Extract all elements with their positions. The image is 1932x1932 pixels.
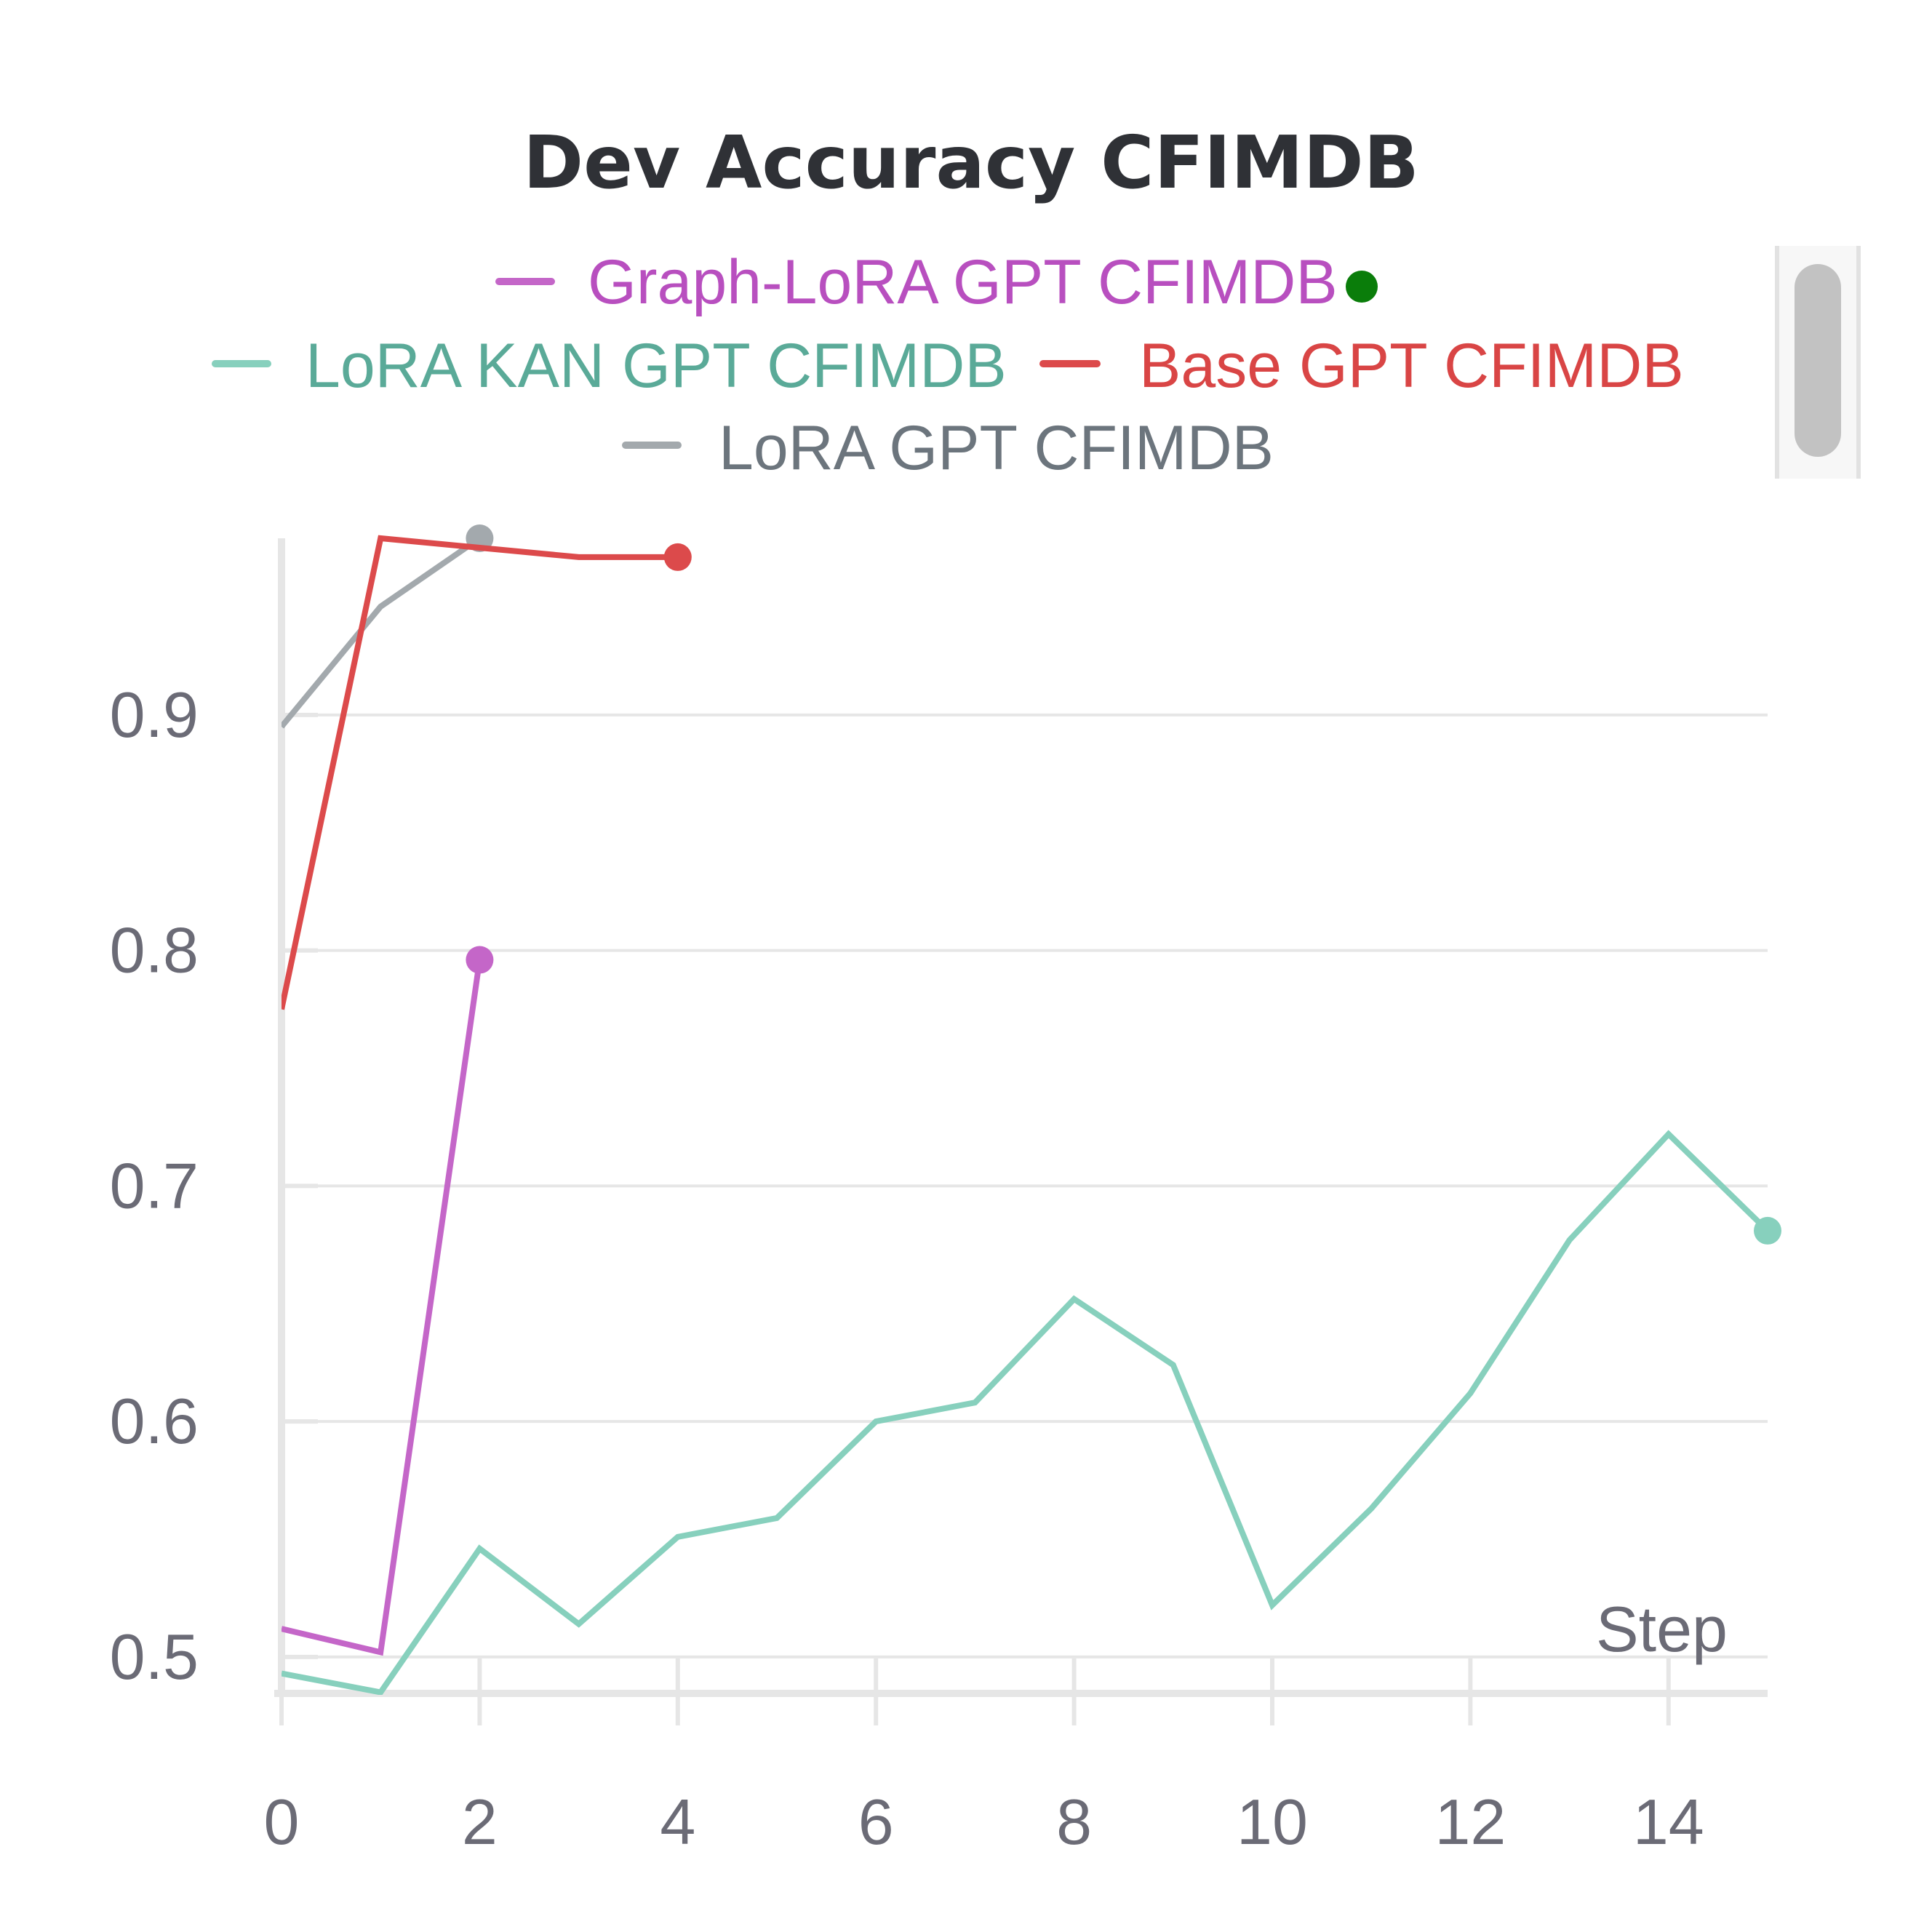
x-tick-label-14: 14 [1633,1786,1704,1858]
x-tick-label-0: 0 [264,1786,300,1858]
x-tick-label-2: 2 [462,1786,498,1858]
data-point-graph-lora-gpt-cfimdb-2[interactable] [466,946,494,974]
x-tick-label-4: 4 [660,1786,695,1858]
legend: Graph-LoRA GPT CFIMDB LoRA KAN GPT CFIMD… [212,247,1684,483]
y-tick-label-0-9: 0.9 [110,679,199,751]
series-line-graph-lora-gpt-cfimdb[interactable] [282,959,483,1656]
axes [274,538,1768,1725]
chart-title: Dev Accuracy CFIMDB [523,120,1419,205]
x-tick-label-10: 10 [1237,1786,1308,1858]
legend-label-lora-kan[interactable]: LoRA KAN GPT CFIMDB [306,331,1007,401]
series-lora-kan-gpt-cfimdb [282,1130,1781,1695]
series-line-lora-gpt-cfimdb[interactable] [282,535,482,729]
data-point-base-gpt-cfimdb-4[interactable] [663,543,692,571]
legend-status-dot [1346,271,1378,303]
y-tick-label-0-5: 0.5 [110,1621,199,1693]
x-tick-label-6: 6 [858,1786,894,1858]
series-line-lora-kan-gpt-cfimdb[interactable] [282,1130,1770,1695]
x-tick-label-12: 12 [1434,1786,1506,1858]
series-layer [282,524,1781,1695]
legend-scrollbar[interactable] [1775,246,1861,479]
series-line-base-gpt-cfimdb[interactable] [282,535,678,1010]
legend-label-base[interactable]: Base GPT CFIMDB [1139,331,1684,401]
x-axis-title: Step [1596,1593,1728,1665]
series-base-gpt-cfimdb [282,535,692,1010]
legend-scrollbar-thumb[interactable] [1795,264,1841,457]
x-tick-label-8: 8 [1056,1786,1092,1858]
data-point-lora-kan-gpt-cfimdb-15[interactable] [1754,1216,1781,1245]
y-tick-label-0-8: 0.8 [110,914,199,986]
series-graph-lora-gpt-cfimdb [282,946,494,1656]
legend-label-graph-lora[interactable]: Graph-LoRA GPT CFIMDB [588,247,1338,317]
grid [282,713,1768,1658]
y-tick-label-0-7: 0.7 [110,1149,199,1221]
legend-label-lora[interactable]: LoRA GPT CFIMDB [719,413,1274,483]
y-tick-label-0-6: 0.6 [110,1385,199,1457]
tick-labels: 0.5 0.6 0.7 0.8 0.9 0 2 4 6 8 10 12 14 [110,679,1704,1858]
